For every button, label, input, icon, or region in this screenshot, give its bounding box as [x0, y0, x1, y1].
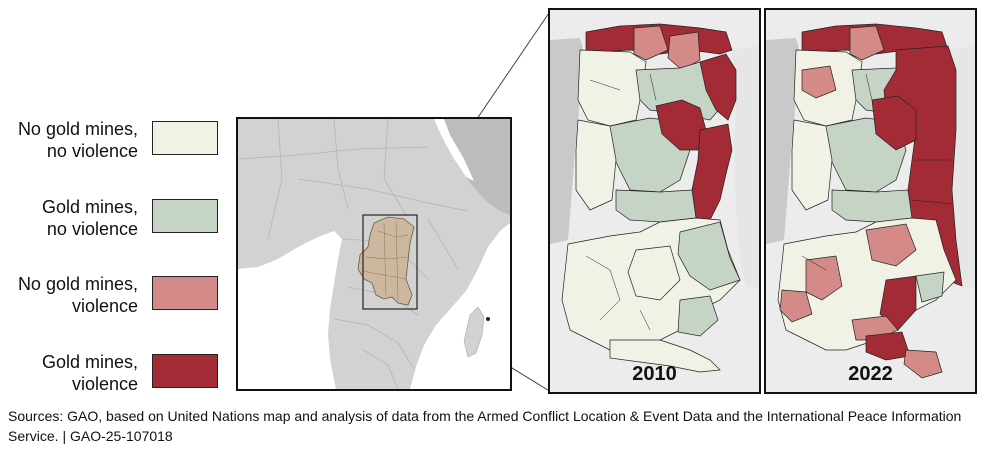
legend-label: No gold mines, no violence — [17, 119, 138, 161]
source-note: Sources: GAO, based on United Nations ma… — [8, 408, 962, 444]
legend-item-mines-violence: Gold mines, violence — [0, 351, 230, 413]
africa-inset-map — [236, 117, 512, 391]
legend-label: Gold mines, no violence — [41, 197, 138, 239]
legend-label: Gold mines, violence — [41, 352, 138, 394]
legend-swatch — [152, 276, 218, 310]
map-panel-2022: 2022 — [764, 8, 977, 394]
legend-label: No gold mines, violence — [17, 274, 138, 316]
legend-item-no-mines-violence: No gold mines, violence — [0, 273, 230, 335]
map-panel-2010: 2010 — [548, 8, 761, 394]
legend-swatch — [152, 354, 218, 388]
year-label-2022: 2022 — [848, 363, 893, 385]
legend-swatch — [152, 199, 218, 233]
legend-item-no-mines-no-violence: No gold mines, no violence — [0, 118, 230, 180]
year-label-2010: 2010 — [632, 363, 677, 385]
legend-item-mines-no-violence: Gold mines, no violence — [0, 196, 230, 258]
legend-swatch — [152, 121, 218, 155]
